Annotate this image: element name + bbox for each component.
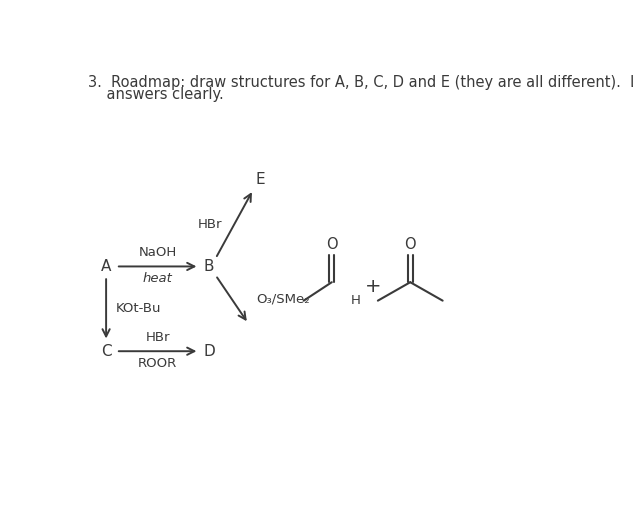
Text: O₃/SMe₂: O₃/SMe₂ <box>256 293 310 306</box>
Text: NaOH: NaOH <box>139 246 177 259</box>
Text: E: E <box>256 172 265 187</box>
Text: 3.  Roadmap: draw structures for A, B, C, D and E (they are all different).  Lab: 3. Roadmap: draw structures for A, B, C,… <box>88 75 633 90</box>
Text: heat: heat <box>142 272 173 285</box>
Text: HBr: HBr <box>197 218 222 230</box>
Text: A: A <box>101 259 111 274</box>
Text: B: B <box>204 259 215 274</box>
Text: C: C <box>101 344 111 359</box>
Text: D: D <box>203 344 215 359</box>
Text: ROOR: ROOR <box>138 356 177 370</box>
Text: O: O <box>326 237 337 252</box>
Text: H: H <box>351 294 360 307</box>
Text: KOt-Bu: KOt-Bu <box>116 302 161 315</box>
Text: O: O <box>404 237 416 252</box>
Text: answers clearly.: answers clearly. <box>88 87 223 102</box>
Text: HBr: HBr <box>146 331 170 344</box>
Text: +: + <box>365 276 382 295</box>
